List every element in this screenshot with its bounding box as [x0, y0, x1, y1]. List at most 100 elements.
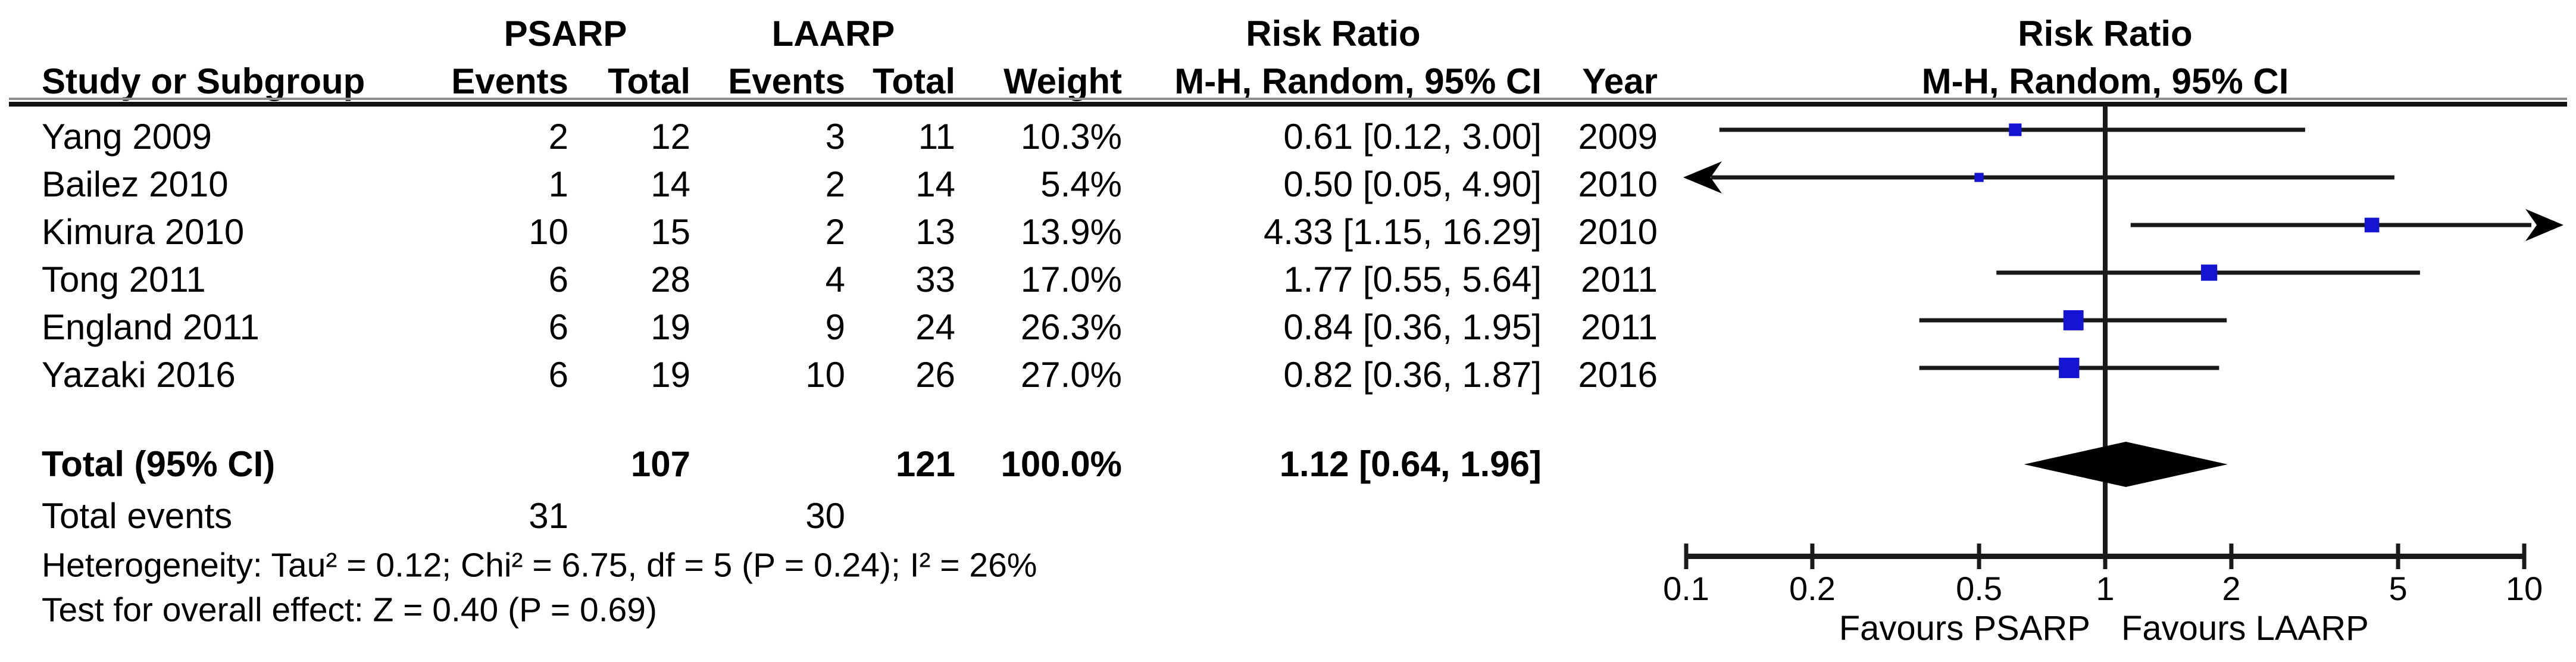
year-value: 2011 — [1580, 260, 1658, 299]
laarp-events-value: 4 — [825, 260, 845, 299]
x-axis-tick — [1977, 544, 1981, 569]
x-axis-tick — [2229, 544, 2234, 569]
risk-ratio-ci-value: 0.61 [0.12, 3.00] — [1283, 117, 1542, 157]
psarp-events-value: 6 — [548, 307, 568, 347]
total-row-label: Total (95% CI) — [42, 444, 276, 484]
effect-marker — [2009, 123, 2022, 136]
psarp-total-value: 12 — [651, 117, 690, 157]
psarp-total-value: 14 — [651, 164, 690, 204]
x-axis-tick — [1810, 544, 1815, 569]
laarp-total-value: 26 — [915, 355, 955, 395]
psarp-events-value: 1 — [548, 164, 568, 204]
psarp-total-value: 19 — [651, 355, 690, 395]
favours-right-label: Favours LAARP — [2121, 609, 2369, 648]
weight-value: 17.0% — [1020, 260, 1122, 299]
study-name: Bailez 2010 — [42, 164, 229, 204]
total-weight: 100.0% — [1001, 444, 1123, 484]
risk-ratio-ci-value: 0.50 [0.05, 4.90] — [1283, 164, 1542, 204]
psarp-events-value: 6 — [548, 355, 568, 395]
effect-marker — [2364, 217, 2380, 233]
total-events-label: Total events — [42, 496, 233, 536]
weight-value: 5.4% — [1040, 164, 1122, 204]
group-header-laarp: LAARP — [771, 14, 895, 54]
year-value: 2010 — [1578, 212, 1658, 252]
study-name: Kimura 2010 — [42, 212, 245, 252]
plot-title: Risk Ratio — [2018, 14, 2193, 54]
study-name: Yang 2009 — [42, 117, 212, 157]
study-name: Tong 2011 — [42, 260, 206, 299]
x-axis-tick — [1684, 544, 1689, 569]
year-value: 2016 — [1578, 355, 1658, 395]
x-axis-tick — [2103, 544, 2108, 569]
laarp-total-value: 11 — [918, 117, 955, 157]
weight-value: 27.0% — [1020, 355, 1122, 395]
ci-line — [1711, 175, 2394, 180]
effect-marker — [1974, 173, 1984, 182]
risk-ratio-ci-value: 0.84 [0.36, 1.95] — [1283, 307, 1542, 347]
left-arrowhead — [1683, 161, 1722, 193]
total-diamond — [2024, 442, 2228, 487]
column-header-laarp-events: Events — [728, 61, 845, 101]
laarp-total-value: 24 — [915, 307, 955, 347]
overall-effect-note: Test for overall effect: Z = 0.40 (P = 0… — [42, 591, 657, 629]
column-header-psarp-total: Total — [608, 61, 690, 101]
year-value: 2009 — [1578, 117, 1658, 157]
x-axis-tick-label: 10 — [2506, 570, 2543, 607]
column-header-psarp-events: Events — [451, 61, 568, 101]
column-header-study: Study or Subgroup — [42, 61, 365, 101]
year-value: 2011 — [1580, 307, 1658, 347]
risk-ratio-ci-value: 0.82 [0.36, 1.87] — [1283, 355, 1542, 395]
header-rule-shadow — [9, 98, 2567, 100]
laarp-total-value: 13 — [915, 212, 955, 252]
laarp-events-value: 2 — [825, 212, 845, 252]
x-axis-tick-label: 1 — [2096, 570, 2114, 607]
x-axis-tick-label: 0.5 — [1956, 570, 2002, 607]
total-laarp-n: 121 — [895, 444, 955, 484]
laarp-events-value: 10 — [805, 355, 845, 395]
x-axis-tick-label: 5 — [2389, 570, 2407, 607]
no-effect-line — [2103, 106, 2108, 558]
group-header-psarp: PSARP — [504, 14, 627, 54]
effect-marker — [2200, 264, 2218, 281]
column-header-weight: Weight — [1003, 61, 1122, 101]
plot-subtitle: M-H, Random, 95% CI — [1921, 61, 2289, 101]
total-events-psarp: 31 — [529, 496, 568, 536]
heterogeneity-note: Heterogeneity: Tau² = 0.12; Chi² = 6.75,… — [42, 546, 1037, 585]
effect-marker — [2059, 357, 2080, 379]
group-header-risk-ratio: Risk Ratio — [1246, 14, 1421, 54]
x-axis-tick — [2396, 544, 2400, 569]
laarp-total-value: 14 — [915, 164, 955, 204]
study-name: England 2011 — [42, 307, 260, 347]
study-name: Yazaki 2016 — [42, 355, 236, 395]
right-arrowhead — [2525, 209, 2564, 241]
total-events-laarp: 30 — [805, 496, 845, 536]
psarp-events-value: 10 — [529, 212, 568, 252]
x-axis-tick — [2522, 544, 2527, 569]
favours-left-label: Favours PSARP — [1839, 609, 2090, 648]
laarp-total-value: 33 — [915, 260, 955, 299]
ci-line — [2130, 223, 2531, 227]
laarp-events-value: 3 — [825, 117, 845, 157]
total-ci-text: 1.12 [0.64, 1.96] — [1279, 444, 1542, 484]
psarp-events-value: 6 — [548, 260, 568, 299]
psarp-total-value: 28 — [651, 260, 690, 299]
column-header-laarp-total: Total — [873, 61, 955, 101]
year-value: 2010 — [1578, 164, 1658, 204]
x-axis-tick-label: 2 — [2222, 570, 2240, 607]
x-axis-tick-label: 0.1 — [1663, 570, 1709, 607]
weight-value: 26.3% — [1020, 307, 1122, 347]
weight-value: 10.3% — [1020, 117, 1122, 157]
column-header-year: Year — [1582, 61, 1658, 101]
laarp-events-value: 2 — [825, 164, 845, 204]
column-header-mh-ci: M-H, Random, 95% CI — [1174, 61, 1542, 101]
psarp-events-value: 2 — [548, 117, 568, 157]
x-axis-tick-label: 0.2 — [1789, 570, 1836, 607]
psarp-total-value: 19 — [651, 307, 690, 347]
psarp-total-value: 15 — [651, 212, 690, 252]
risk-ratio-ci-value: 4.33 [1.15, 16.29] — [1263, 212, 1542, 252]
laarp-events-value: 9 — [825, 307, 845, 347]
total-psarp-n: 107 — [630, 444, 690, 484]
risk-ratio-ci-value: 1.77 [0.55, 5.64] — [1283, 260, 1542, 299]
